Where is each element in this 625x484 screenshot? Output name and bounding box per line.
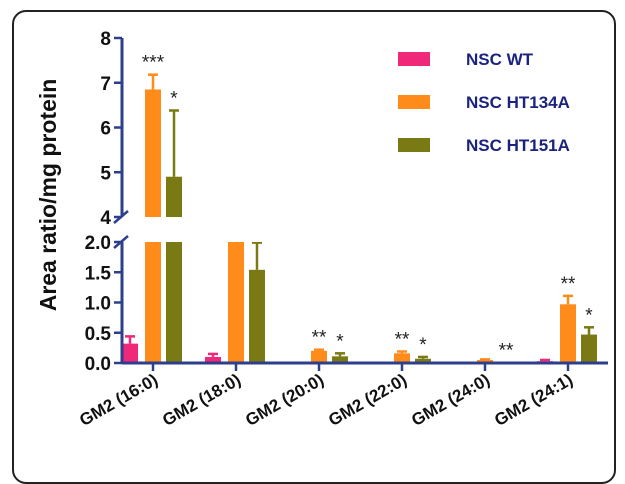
- y-tick-label: 4: [100, 208, 111, 229]
- significance-label: *: [170, 88, 178, 109]
- x-tick-label: GM2 (16:0): [76, 370, 161, 430]
- y-tick-label: 1.5: [85, 263, 112, 284]
- axes: 0.0 0.5 1.0 1.5 2.0 4 5 6 7 8 GM2 (16:0)GM2 (18:0)…: [35, 29, 609, 430]
- bar: [311, 350, 327, 363]
- significance-label: *: [336, 331, 344, 352]
- significance-label: *: [419, 335, 427, 356]
- y-tick-label: 6: [100, 119, 111, 140]
- significance-label: *: [585, 305, 593, 326]
- legend-swatch: [398, 52, 430, 66]
- y-tick-label: 1.0: [85, 294, 111, 315]
- y-tick-label: 8: [100, 29, 111, 50]
- x-tick-label: GM2 (24:1): [491, 370, 576, 430]
- x-tick-label: GM2 (22:0): [325, 370, 410, 430]
- y-tick-label: 0.0: [85, 354, 111, 375]
- bar: [581, 334, 597, 363]
- legend-label: NSC WT: [466, 50, 534, 69]
- y-tick-label: 7: [100, 74, 111, 95]
- x-tick-label: GM2 (20:0): [242, 370, 327, 430]
- significance-label: **: [561, 274, 576, 295]
- y-tick-label: 5: [100, 163, 111, 184]
- bar: [560, 304, 576, 363]
- bar: [332, 356, 348, 363]
- legend-swatch: [398, 95, 430, 109]
- significance-label: **: [395, 330, 410, 351]
- bar: [228, 242, 244, 363]
- legend-label: NSC HT134A: [466, 93, 570, 112]
- x-tick-label: GM2 (24:0): [408, 370, 493, 430]
- bar: [394, 353, 410, 363]
- bar: [249, 269, 265, 363]
- legend-swatch: [398, 138, 430, 152]
- bar: [415, 358, 431, 363]
- y-tick-label: 2.0: [85, 233, 111, 254]
- bar: [477, 359, 493, 363]
- bar: [122, 343, 138, 363]
- significance-label: **: [312, 328, 327, 349]
- significance-label: ***: [142, 53, 165, 74]
- legend-label: NSC HT151A: [466, 136, 570, 155]
- y-axis-label: Area ratio/mg protein: [35, 79, 61, 312]
- x-tick-label: GM2 (18:0): [159, 370, 244, 430]
- bar: [166, 176, 182, 363]
- bar: [205, 356, 221, 363]
- chart-frame: [12, 10, 616, 484]
- axis-break-gap: [123, 217, 609, 242]
- significance-label: **: [499, 340, 514, 361]
- legend: NSC WT NSC HT134A NSC HT151A: [398, 50, 570, 155]
- y-tick-label: 0.5: [85, 324, 112, 345]
